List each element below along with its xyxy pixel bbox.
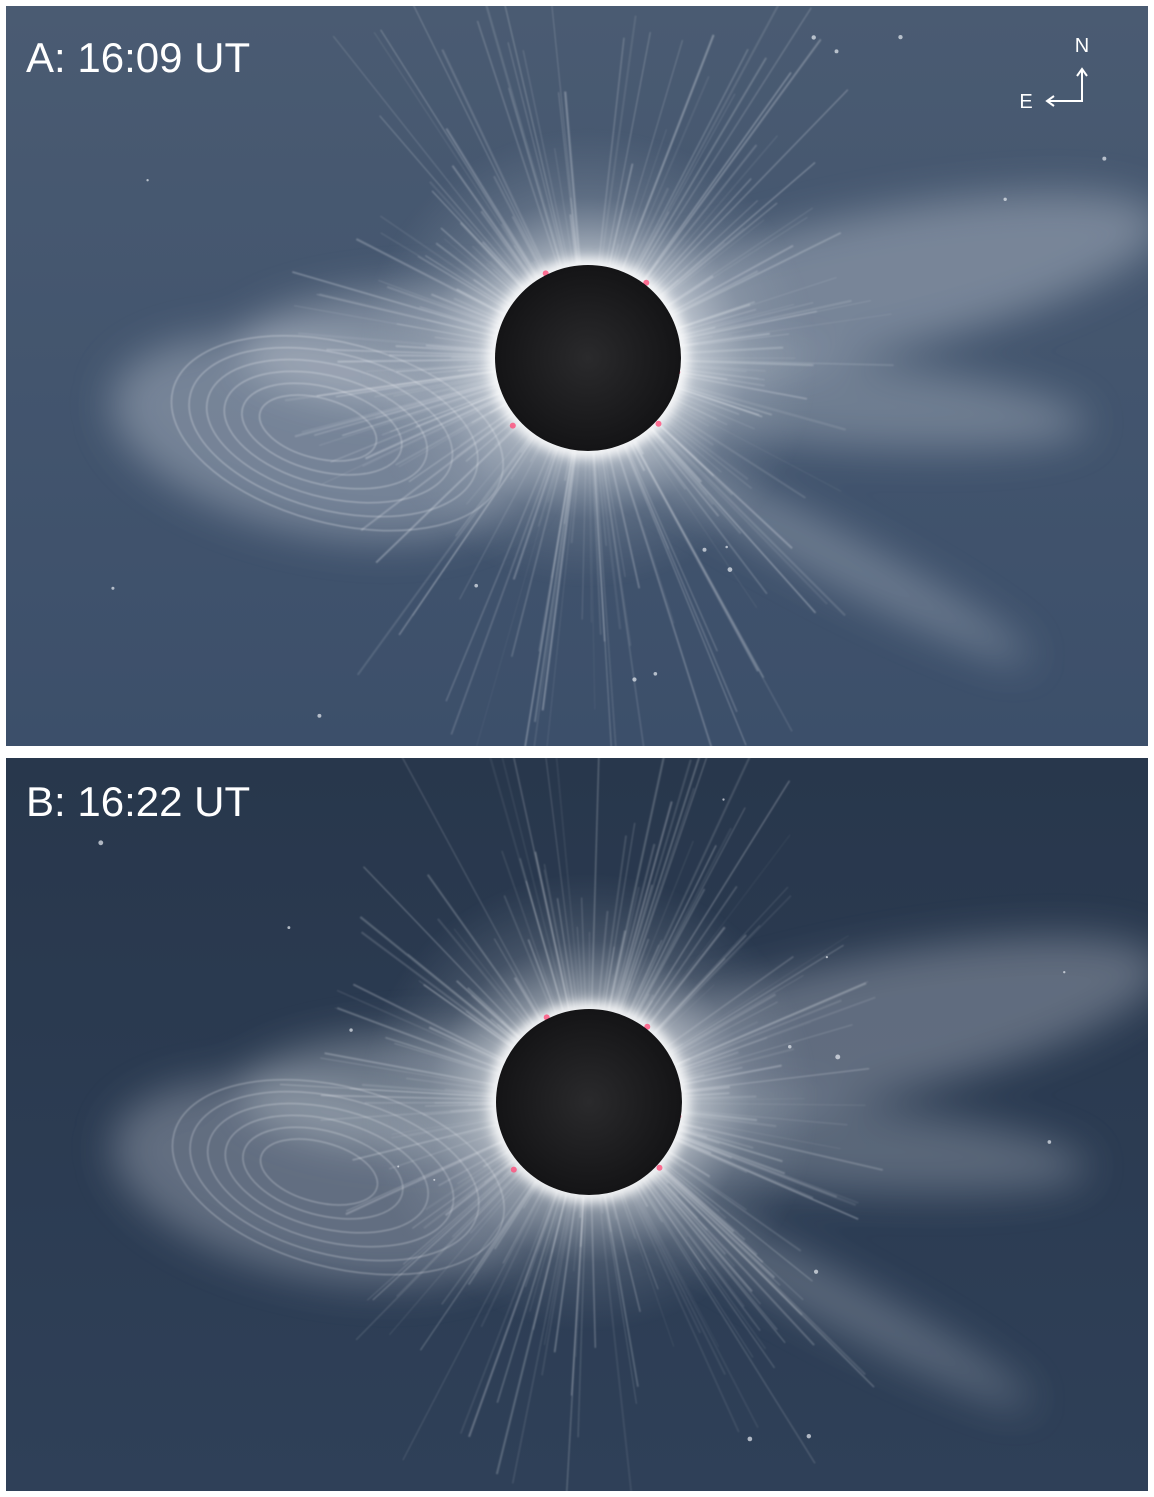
star: [98, 840, 104, 846]
star: [433, 1178, 436, 1181]
star: [813, 1269, 819, 1274]
star: [727, 567, 733, 572]
moon: [496, 1009, 682, 1195]
star: [1063, 970, 1066, 974]
star: [317, 713, 322, 718]
star: [825, 955, 829, 959]
star: [725, 545, 728, 549]
panel-label: A: 16:09 UT: [26, 34, 250, 81]
prominence: [644, 1023, 651, 1030]
panel-label: B: 16:22 UT: [26, 778, 250, 825]
prominence: [510, 1166, 517, 1173]
compass-east: E: [1019, 91, 1032, 113]
star: [788, 1045, 792, 1049]
star: [653, 671, 658, 676]
compass-north: N: [1075, 35, 1089, 57]
arrow-head: [1045, 95, 1055, 107]
star: [111, 586, 115, 590]
prominence: [655, 420, 662, 427]
star: [811, 35, 816, 40]
arrow-head: [1076, 67, 1088, 77]
prominence: [643, 279, 650, 286]
compass-arrows: [1048, 70, 1083, 102]
star: [722, 798, 725, 801]
panel-a: [6, 6, 1148, 746]
prominence: [656, 1164, 663, 1171]
star: [474, 583, 479, 588]
star: [835, 1054, 841, 1060]
star: [898, 34, 903, 40]
star: [747, 1436, 753, 1442]
star: [1003, 197, 1007, 201]
star: [146, 179, 149, 182]
star: [1047, 1140, 1052, 1144]
star: [702, 547, 707, 552]
panel-b: [6, 758, 1148, 1491]
prominence: [509, 422, 516, 429]
compass: [1045, 67, 1088, 107]
star: [287, 926, 291, 930]
star: [834, 49, 839, 54]
star: [806, 1433, 812, 1439]
star: [1102, 156, 1107, 161]
star: [632, 677, 637, 682]
star: [397, 1165, 400, 1168]
moon: [495, 265, 681, 451]
star: [349, 1028, 353, 1032]
